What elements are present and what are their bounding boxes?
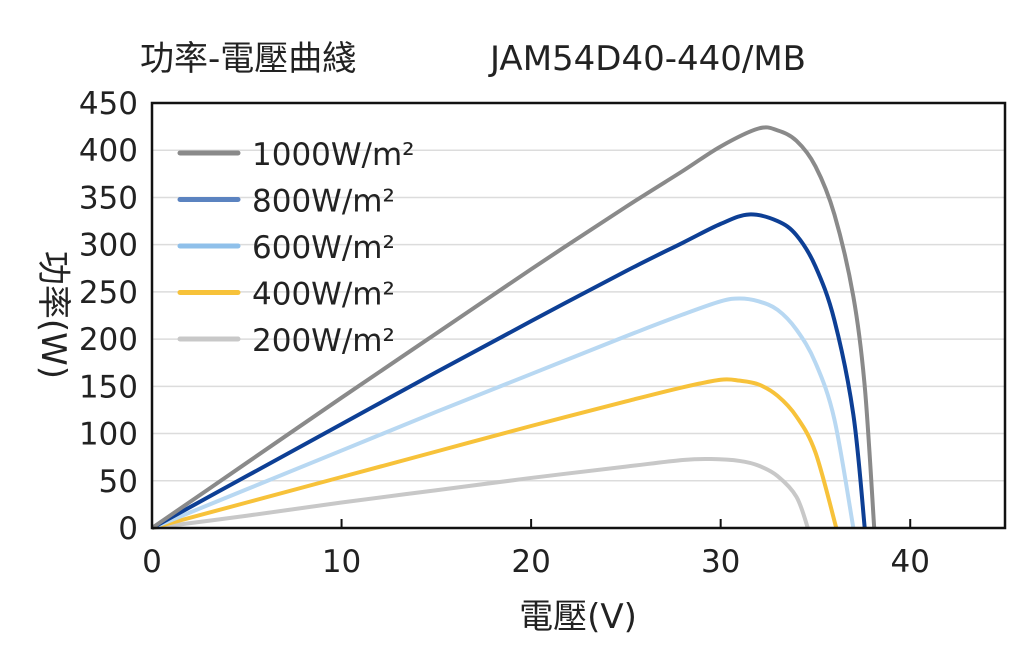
legend-label: 1000W/m²	[252, 137, 415, 173]
series-lines	[150, 125, 877, 530]
gridlines	[152, 149, 1005, 482]
x-tick-label: 40	[890, 544, 929, 580]
series-line	[150, 125, 877, 530]
y-tick-label: 350	[79, 180, 138, 216]
y-tick-label: 50	[99, 464, 138, 500]
legend-label: 800W/m²	[252, 184, 395, 220]
chart-subtitle: JAM54D40-440/MB	[488, 39, 806, 79]
x-tick-label: 10	[322, 544, 361, 580]
series-line	[151, 212, 867, 530]
plot-frame	[150, 101, 1007, 530]
x-tick-label: 0	[142, 544, 162, 580]
chart-title: 功率-電壓曲綫	[140, 39, 356, 79]
y-tick-label: 0	[118, 511, 138, 547]
series-line	[151, 456, 810, 530]
legend-label: 200W/m²	[252, 323, 395, 359]
legend-label: 600W/m²	[252, 230, 395, 266]
y-tick-label: 100	[79, 417, 138, 453]
x-axis-label: 電壓(V)	[519, 597, 637, 637]
x-tick-label: 30	[701, 544, 740, 580]
y-tick-label: 150	[79, 369, 138, 405]
y-tick-label: 300	[79, 228, 138, 264]
x-tick-label: 20	[511, 544, 550, 580]
y-axis-label: 功率(W)	[33, 251, 73, 379]
y-tick-label: 200	[79, 322, 138, 358]
y-tick-label: 400	[79, 133, 138, 169]
axes: 0 50 100 150 200 250 300 350 400 450 0 10 20 30 40	[79, 86, 930, 580]
series-line	[151, 377, 839, 530]
series-line	[151, 296, 856, 530]
y-tick-label: 450	[79, 86, 138, 122]
y-tick-label: 250	[79, 275, 138, 311]
legend-label: 400W/m²	[252, 277, 395, 313]
legend: 1000W/m² 800W/m² 600W/m² 400W/m² 200W/m²	[177, 137, 415, 359]
